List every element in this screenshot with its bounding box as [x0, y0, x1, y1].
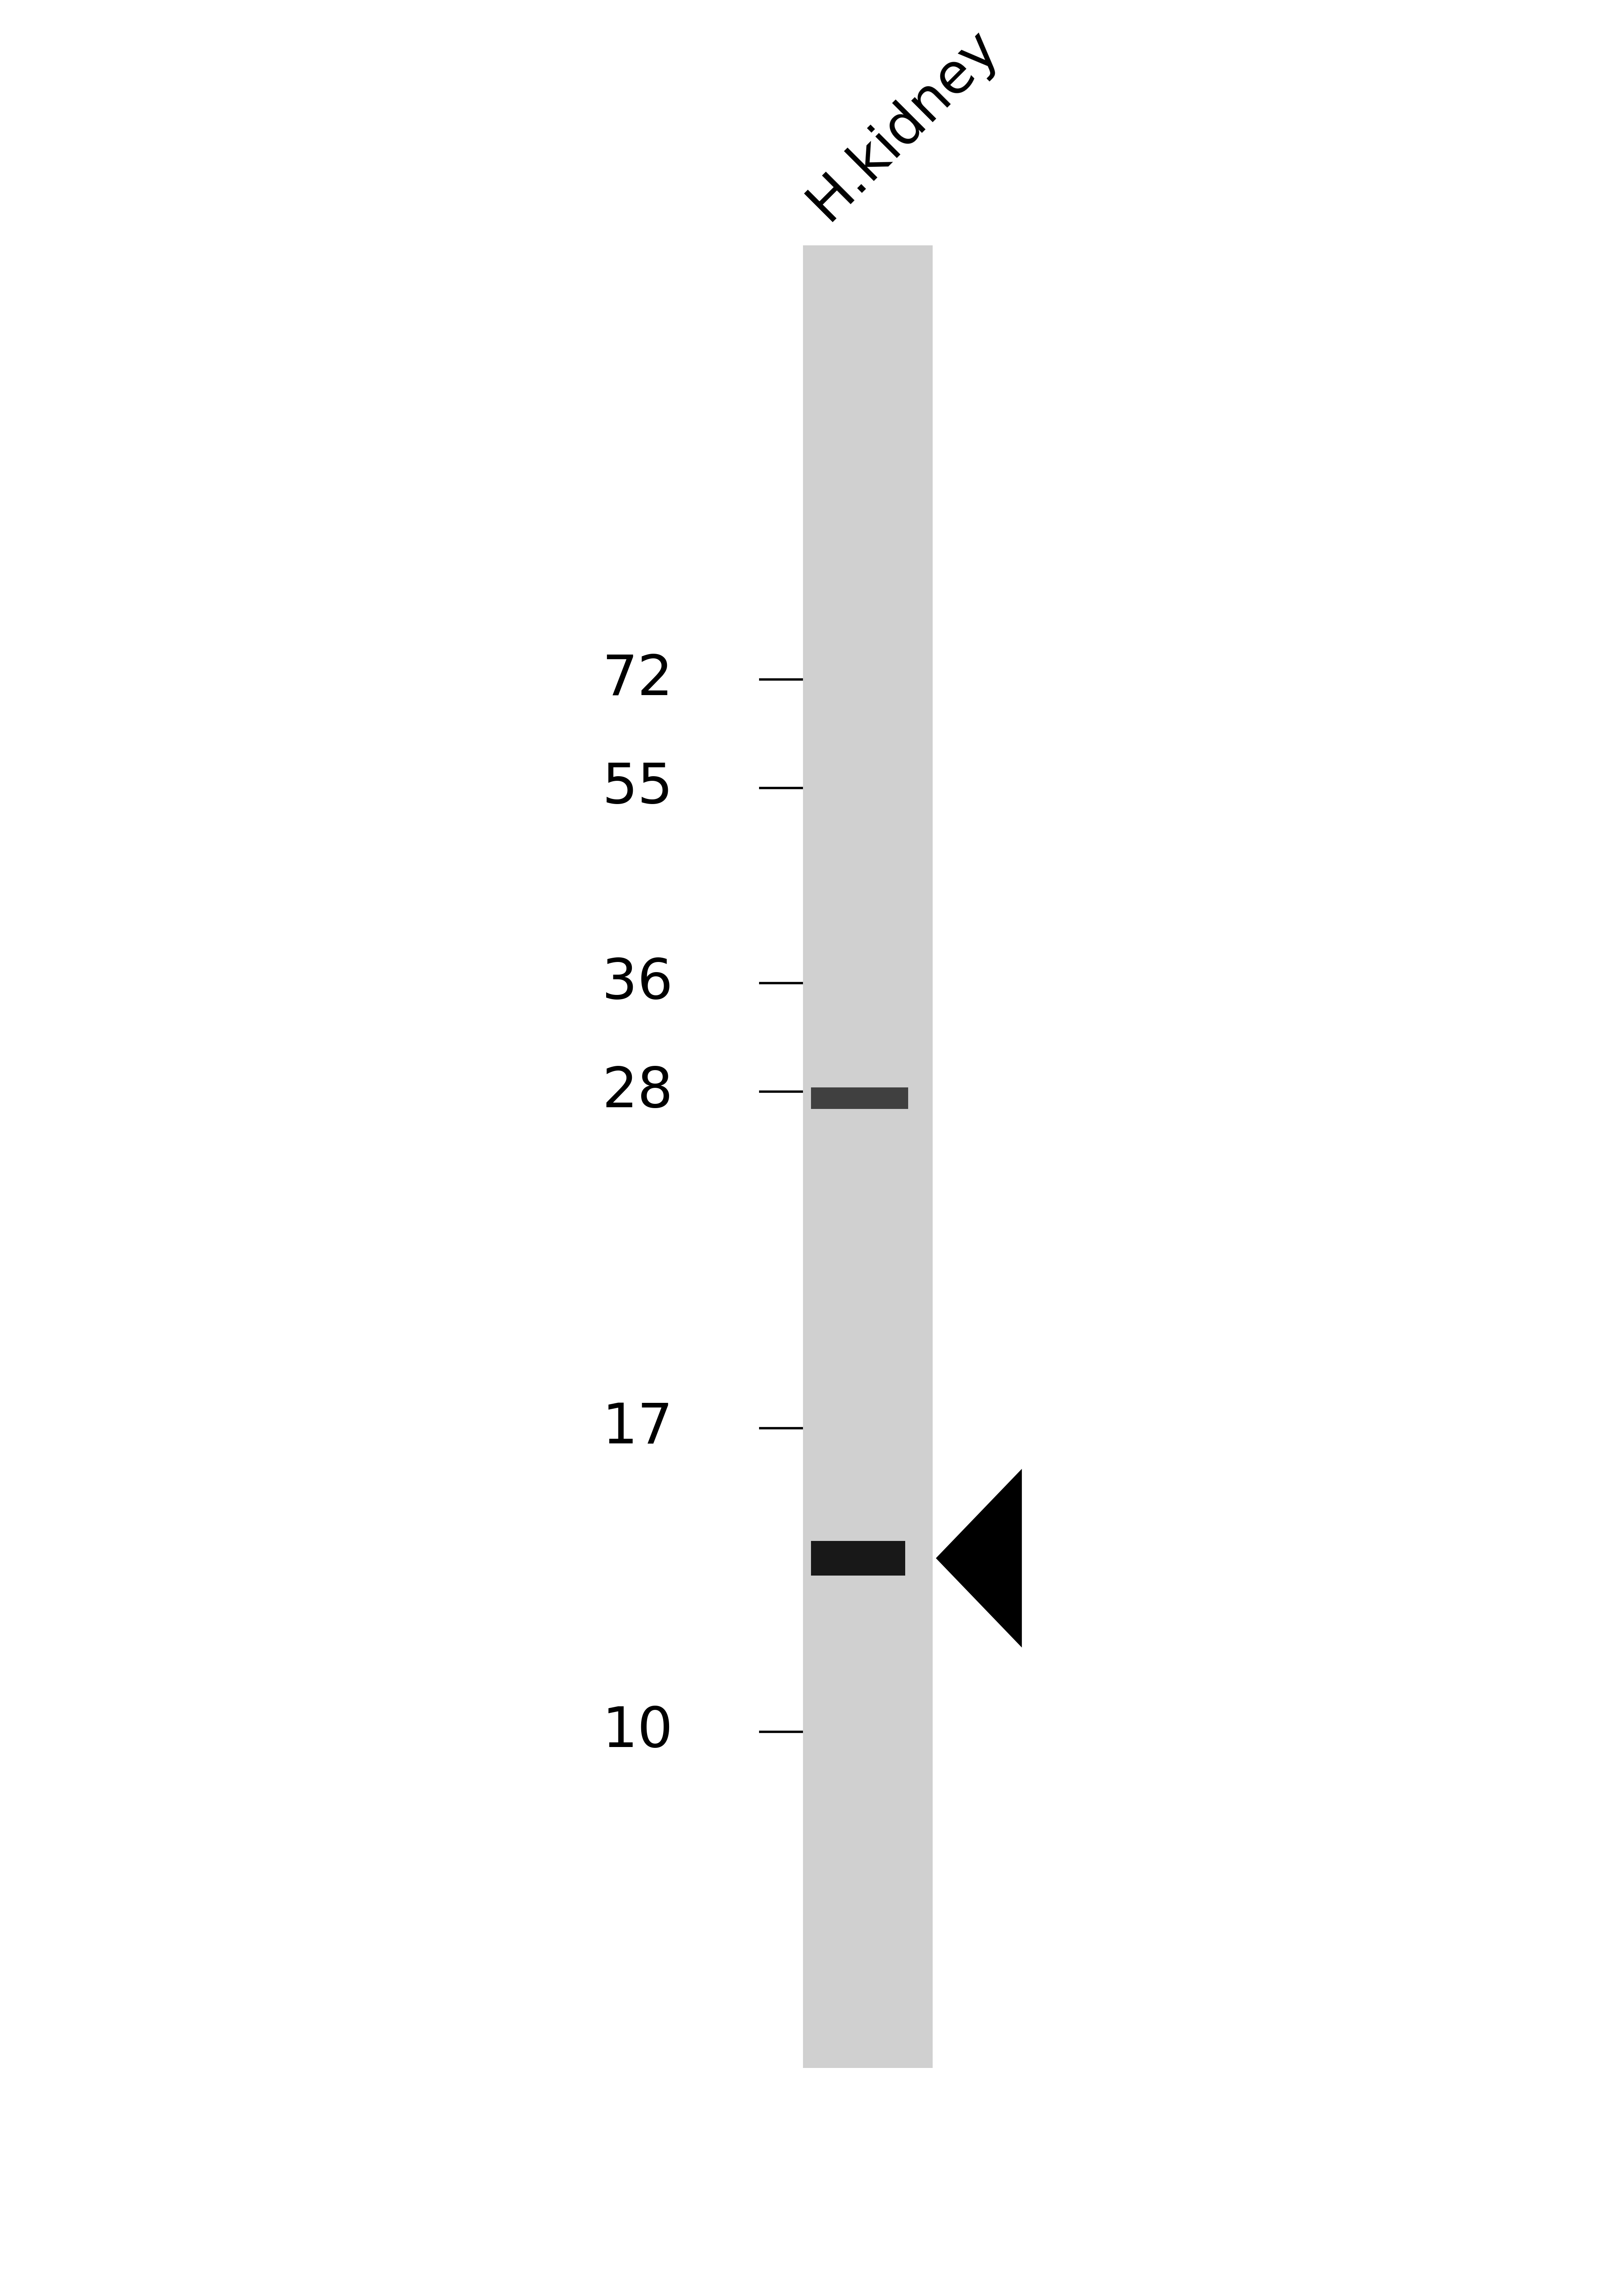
Bar: [803, 246, 933, 2069]
Polygon shape: [936, 1469, 1022, 1649]
Text: 36: 36: [602, 957, 673, 1010]
Text: 17: 17: [602, 1401, 673, 1456]
Bar: [811, 1541, 905, 1575]
Text: 55: 55: [602, 760, 673, 815]
Text: 72: 72: [602, 652, 673, 707]
Text: 10: 10: [602, 1706, 673, 1759]
Bar: [811, 1088, 908, 1109]
Text: H.kidney: H.kidney: [798, 18, 1009, 230]
Text: 28: 28: [602, 1065, 673, 1118]
